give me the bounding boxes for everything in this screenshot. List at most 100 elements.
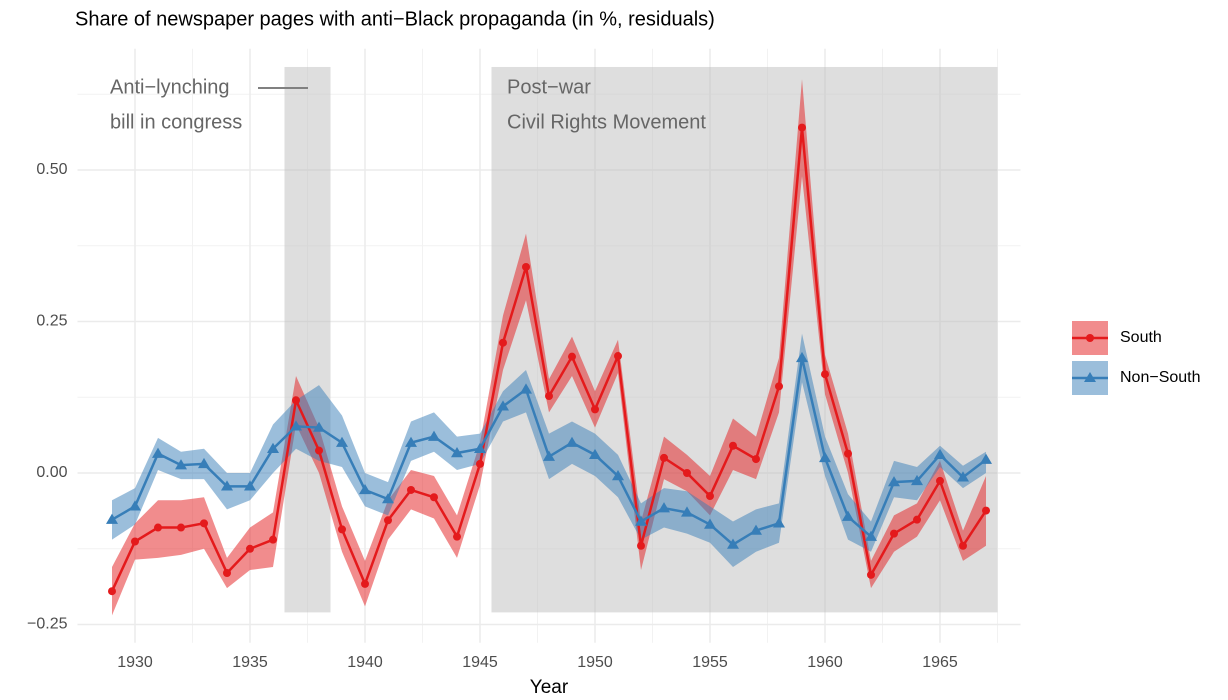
- point: [934, 448, 946, 460]
- point: [154, 523, 162, 532]
- x-tick-label: 1945: [462, 654, 498, 671]
- x-tick-label: 1940: [347, 654, 383, 671]
- point: [888, 476, 900, 487]
- point: [729, 441, 737, 450]
- x-axis-label: Year: [530, 677, 569, 698]
- point: [865, 530, 877, 541]
- x-tick-label: 1930: [117, 654, 153, 671]
- point: [589, 448, 601, 460]
- annotation: Anti−lynching: [110, 76, 230, 98]
- point: [175, 459, 187, 470]
- point: [520, 383, 532, 394]
- x-tick-label: 1960: [807, 654, 843, 671]
- point: [775, 382, 783, 391]
- point: [405, 436, 417, 447]
- annotation: Post−war: [507, 76, 591, 98]
- point: [407, 485, 415, 494]
- y-tick-label: 0.00: [36, 464, 67, 481]
- point: [798, 123, 806, 132]
- point: [522, 262, 530, 271]
- point: [913, 515, 921, 524]
- point: [658, 502, 670, 513]
- point: [543, 450, 555, 461]
- shaded-region: [284, 66, 331, 613]
- point: [844, 449, 852, 458]
- point: [890, 529, 898, 538]
- point: [336, 436, 348, 447]
- point: [796, 351, 808, 363]
- x-tick-label: 1935: [232, 654, 268, 671]
- point: [474, 442, 486, 453]
- point: [315, 446, 323, 455]
- point: [980, 453, 992, 464]
- point: [382, 493, 394, 504]
- series-points: [106, 351, 992, 549]
- point: [545, 392, 553, 401]
- point: [660, 453, 668, 462]
- point: [108, 587, 116, 596]
- point: [292, 396, 300, 405]
- point: [568, 352, 576, 361]
- y-tick-label: 0.50: [36, 161, 67, 178]
- point: [614, 352, 622, 361]
- point: [867, 570, 875, 579]
- point: [750, 524, 762, 535]
- point: [752, 455, 760, 464]
- point: [959, 541, 967, 550]
- point: [497, 400, 509, 411]
- point: [131, 537, 139, 546]
- legend-marker: [1086, 334, 1094, 342]
- point: [106, 513, 118, 524]
- point: [704, 518, 716, 529]
- point: [290, 420, 302, 431]
- point: [936, 476, 944, 485]
- point: [591, 405, 599, 414]
- confidence-band: [112, 79, 986, 616]
- legend-item: Non−South: [1072, 361, 1201, 395]
- legend-label: South: [1120, 329, 1162, 346]
- confidence-band: [112, 333, 986, 567]
- point: [361, 579, 369, 588]
- point: [635, 515, 647, 526]
- legend-label: Non−South: [1120, 369, 1201, 386]
- point: [773, 517, 785, 528]
- point: [821, 370, 829, 379]
- series-points: [108, 123, 990, 596]
- point: [982, 506, 990, 515]
- point: [683, 469, 691, 478]
- point: [200, 519, 208, 528]
- point: [177, 523, 185, 532]
- point: [612, 470, 624, 481]
- legend-item: South: [1072, 321, 1162, 355]
- point: [246, 544, 254, 553]
- point: [313, 421, 325, 432]
- y-tick-label: 0.25: [36, 313, 67, 330]
- point: [129, 500, 141, 511]
- x-tick-label: 1950: [577, 654, 613, 671]
- point: [244, 480, 256, 491]
- point: [269, 535, 277, 544]
- point: [430, 493, 438, 502]
- chart-title: Share of newspaper pages with anti−Black…: [75, 8, 715, 30]
- point: [152, 447, 164, 458]
- legend-marker: [1084, 372, 1096, 382]
- point: [267, 442, 279, 453]
- x-tick-label: 1955: [692, 654, 728, 671]
- point: [842, 510, 854, 521]
- point: [637, 541, 645, 550]
- point: [428, 430, 440, 441]
- point: [681, 506, 693, 517]
- point: [338, 525, 346, 534]
- point: [499, 338, 507, 347]
- point: [451, 447, 463, 458]
- point: [911, 474, 923, 486]
- point: [957, 471, 969, 482]
- point: [359, 483, 371, 495]
- point: [221, 480, 233, 491]
- point: [453, 532, 461, 541]
- point: [727, 538, 739, 549]
- point: [476, 459, 484, 468]
- point: [223, 569, 231, 578]
